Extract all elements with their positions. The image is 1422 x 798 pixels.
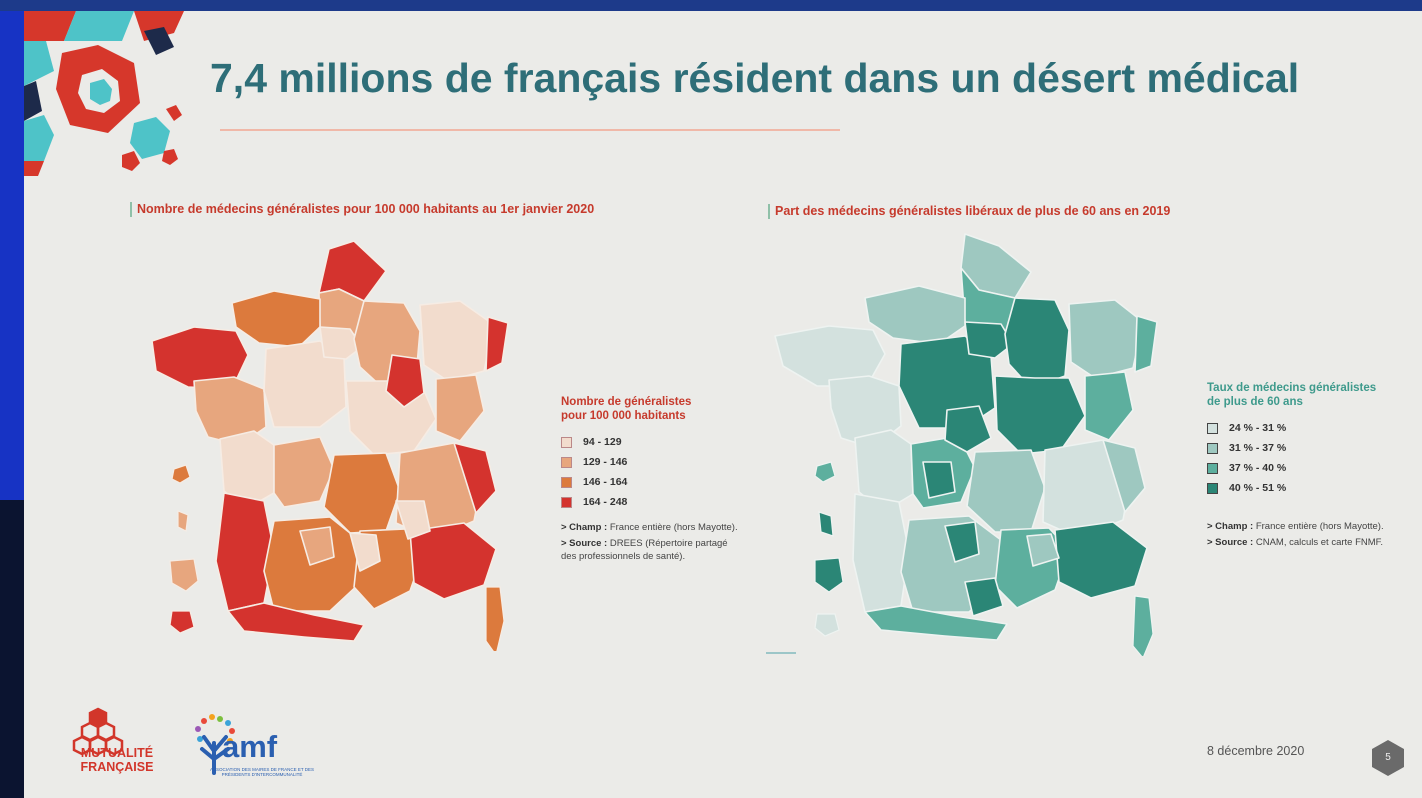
legend-swatch	[561, 436, 572, 448]
legend-swatch	[1207, 462, 1218, 474]
left-map-legend: Nombre de généralistes pour 100 000 habi…	[561, 395, 741, 566]
legend-item: 24 % - 31 %	[1207, 418, 1397, 438]
region-auvergne	[966, 449, 1046, 533]
amf-logo-text: amf	[222, 729, 278, 764]
legend-item: 164 - 248	[561, 492, 741, 512]
region-lozere	[349, 532, 381, 572]
legend-swatch	[561, 476, 572, 488]
region-lot	[299, 526, 335, 566]
region-savoie	[453, 442, 497, 514]
page-number: 5	[1385, 752, 1391, 763]
presentation-slide: 7,4 millions de français résident dans u…	[24, 11, 1422, 798]
region-limousin	[273, 436, 335, 508]
mutualite-francaise-logo-icon	[72, 707, 124, 756]
screen-top-bar	[0, 0, 1422, 11]
region-corse	[1132, 595, 1154, 656]
region-aquitaine	[215, 492, 275, 612]
right-map-notes: > Champ : France entière (hors Mayotte).…	[1207, 521, 1384, 548]
region-lorraine	[1068, 299, 1144, 379]
region-aquitaine	[852, 493, 910, 613]
amf-logo-subtitle: ASSOCIATION DES MAIRES DE FRANCE ET DES …	[209, 767, 315, 777]
region-franchecomte	[435, 374, 485, 442]
hexagon-badge-icon	[1372, 740, 1404, 776]
legend-swatch	[561, 456, 572, 468]
region-indre	[944, 405, 992, 453]
legend-item: 31 % - 37 %	[1207, 438, 1397, 458]
region-lot	[944, 521, 980, 563]
amf-tree-logo-icon	[195, 714, 235, 775]
region-savoie	[1102, 439, 1146, 513]
overseas-reunion	[169, 610, 195, 634]
region-pyrenees	[227, 602, 365, 642]
region-normandie	[231, 290, 321, 348]
decorative-hexagon-pattern	[24, 11, 184, 176]
legend-swatch	[561, 496, 572, 508]
overseas-reunion	[814, 613, 840, 637]
region-lorraine	[419, 300, 495, 382]
left-map-title: Nombre de médecins généralistes pour 100…	[130, 202, 594, 217]
region-paca	[1054, 521, 1148, 599]
overseas-martinique	[818, 511, 834, 537]
overseas-guadeloupe	[814, 461, 836, 483]
region-normandie	[864, 285, 966, 345]
overseas-martinique	[177, 510, 189, 532]
region-champagne	[1004, 297, 1070, 389]
decorative-line	[766, 652, 796, 654]
region-bretagne	[151, 326, 249, 390]
overseas-guyane	[814, 557, 844, 593]
title-underline	[220, 129, 840, 131]
region-franchecomte	[1084, 371, 1134, 441]
region-iledefrance	[319, 326, 363, 360]
legend-item: 94 - 129	[561, 432, 741, 452]
legend-item: 146 - 164	[561, 472, 741, 492]
region-bourgogne	[994, 375, 1086, 455]
legend-item: 37 % - 40 %	[1207, 458, 1397, 478]
legend-item: 129 - 146	[561, 452, 741, 472]
legend-swatch	[1207, 482, 1218, 494]
left-map-notes: > Champ : France entière (hors Mayotte).…	[561, 522, 738, 562]
region-bretagne	[774, 325, 886, 387]
region-corse	[485, 586, 505, 651]
right-map-legend: Taux de médecins généralistes de plus de…	[1207, 381, 1397, 552]
mutualite-francaise-logo-text: MUTUALITÉ FRANÇAISE	[80, 746, 154, 774]
slide-date: 8 décembre 2020	[1207, 744, 1305, 758]
region-creuse	[922, 461, 956, 499]
legend-item: 40 % - 51 %	[1207, 478, 1397, 498]
region-pyrenees	[864, 605, 1008, 641]
right-map-title: Part des médecins généralistes libéraux …	[768, 204, 1170, 219]
screen-left-dark	[0, 500, 24, 798]
region-aude	[964, 577, 1004, 617]
slide-title: 7,4 millions de français résident dans u…	[210, 55, 1300, 101]
region-paca	[409, 522, 497, 600]
right-map-france-age	[774, 233, 1158, 656]
legend-swatch	[1207, 442, 1218, 454]
overseas-guyane	[169, 558, 199, 592]
legend-swatch	[1207, 422, 1218, 434]
right-legend-title: Taux de médecins généralistes de plus de…	[1207, 382, 1377, 408]
overseas-guadeloupe	[171, 464, 191, 484]
left-map-france-density	[151, 240, 509, 651]
region-drome	[395, 500, 431, 540]
region-iledefrance	[964, 321, 1014, 359]
page-number-badge: 5	[1368, 738, 1408, 778]
region-alsace	[1134, 315, 1158, 373]
region-alsace	[485, 316, 509, 372]
left-legend-title: Nombre de généralistes pour 100 000 habi…	[561, 396, 692, 422]
region-yonne	[385, 354, 425, 408]
region-gard	[1026, 533, 1060, 567]
